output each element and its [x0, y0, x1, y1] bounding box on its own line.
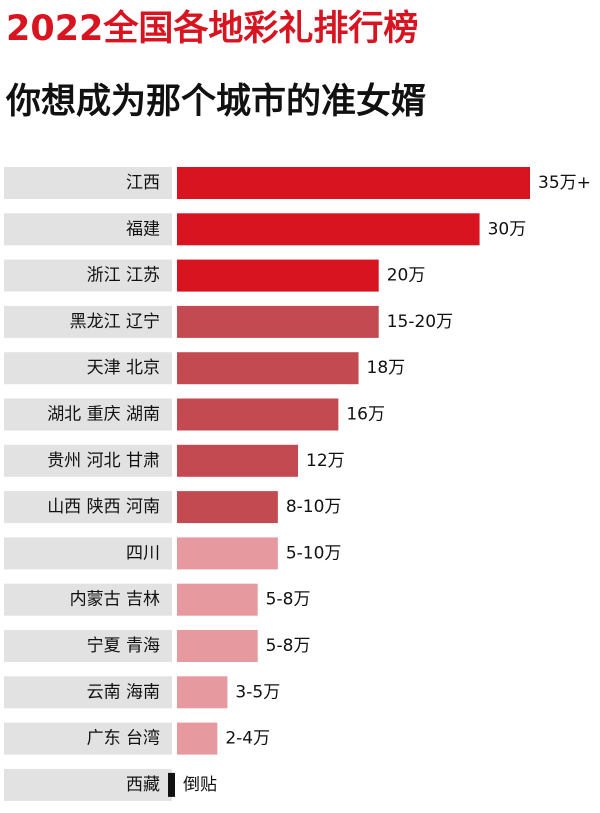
- category-label: 浙江 江苏: [87, 266, 160, 286]
- bar: [177, 630, 258, 662]
- value-label: 18万: [367, 358, 406, 378]
- label-bg: [4, 537, 172, 570]
- value-label: 20万: [387, 266, 426, 286]
- bar: [177, 167, 530, 199]
- bar: [177, 537, 278, 570]
- label-bg: [4, 676, 172, 709]
- chart-title: 2022全国各地彩礼排行榜: [6, 8, 418, 49]
- label-bg: [4, 167, 172, 199]
- label-bg: [4, 583, 172, 616]
- value-label: 5-10万: [286, 543, 342, 563]
- bar: [177, 491, 278, 524]
- bar: [177, 259, 379, 292]
- value-label: 5-8万: [266, 636, 311, 656]
- label-bg: [4, 630, 172, 662]
- category-label: 西藏: [126, 775, 160, 795]
- value-label: 3-5万: [235, 682, 280, 702]
- value-label: 16万: [346, 405, 385, 425]
- chart-subtitle: 你想成为那个城市的准女婿: [5, 81, 426, 122]
- category-label: 内蒙古 吉林: [70, 590, 160, 610]
- value-label: 30万: [488, 219, 527, 239]
- bar: [177, 305, 379, 338]
- category-label: 四川: [126, 543, 160, 563]
- label-bg: [4, 259, 172, 292]
- value-label: 5-8万: [266, 590, 311, 610]
- label-bg: [4, 305, 172, 338]
- marker: [168, 772, 175, 797]
- bar: [177, 676, 228, 709]
- bar: [177, 583, 258, 616]
- category-label: 云南 海南: [87, 682, 160, 702]
- category-label: 天津 北京: [87, 358, 160, 378]
- bar: [177, 352, 359, 385]
- value-label: 倒贴: [183, 775, 217, 795]
- value-label: 35万+: [538, 173, 591, 193]
- category-label: 江西: [126, 173, 160, 193]
- label-bg: [4, 722, 172, 755]
- category-label: 福建: [126, 219, 160, 239]
- label-bg: [4, 444, 172, 477]
- label-bg: [4, 398, 172, 431]
- value-label: 2-4万: [225, 729, 270, 749]
- category-label: 黑龙江 辽宁: [70, 312, 160, 332]
- label-bg: [4, 491, 172, 524]
- category-label: 湖北 重庆 湖南: [47, 405, 160, 425]
- bar: [177, 398, 339, 431]
- label-bg: [4, 213, 172, 246]
- label-bg: [4, 352, 172, 385]
- bar: [177, 444, 299, 477]
- bar: [177, 213, 480, 246]
- category-label: 山西 陕西 河南: [47, 497, 160, 517]
- category-label: 宁夏 青海: [87, 636, 160, 656]
- value-label: 12万: [306, 451, 345, 471]
- category-label: 广东 台湾: [87, 729, 160, 749]
- category-label: 贵州 河北 甘肃: [47, 451, 160, 471]
- label-bg: [4, 768, 172, 801]
- value-label: 15-20万: [387, 312, 453, 332]
- bar: [177, 722, 218, 755]
- value-label: 8-10万: [286, 497, 342, 517]
